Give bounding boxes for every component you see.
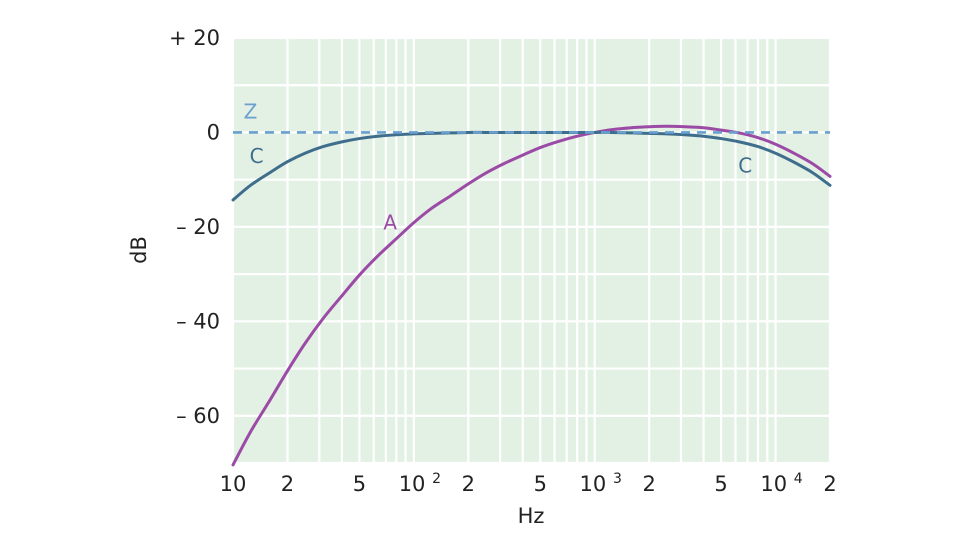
y-tick-label: – 20 [176, 215, 220, 239]
curve-label-z: Z [244, 99, 258, 123]
y-tick-labels: + 20 0 – 20 – 40 – 60 [169, 26, 220, 428]
x-tick-label: 10 2 [399, 471, 441, 496]
x-tick-label: 2 [281, 472, 294, 496]
series-group [231, 124, 832, 467]
curve-label-a: A [383, 210, 397, 234]
y-tick-label: + 20 [169, 26, 220, 50]
y-tick-label: 0 [207, 120, 220, 144]
series-line-c [231, 130, 832, 202]
x-tick-label: 5 [353, 472, 366, 496]
x-tick-label: 2 [823, 472, 836, 496]
x-tick-label: 5 [534, 472, 547, 496]
x-tick-exponent: 3 [613, 471, 622, 487]
curve-label-c: C [738, 154, 752, 178]
x-tick-label: 10 [220, 472, 247, 496]
x-tick-label: 2 [462, 472, 475, 496]
x-axis-title: Hz [518, 504, 545, 528]
plot-background [233, 38, 830, 463]
x-tick-label: 10 3 [580, 471, 622, 496]
x-tick-label: 10 4 [760, 471, 802, 496]
curve-labels: ZC CA [244, 99, 753, 234]
x-tick-label: 2 [642, 472, 655, 496]
y-axis-title: dB [127, 236, 151, 264]
x-tick-exponent: 2 [432, 471, 441, 487]
x-tick-label: 5 [714, 472, 727, 496]
x-tick-exponent: 4 [794, 471, 803, 487]
y-tick-label: – 40 [176, 309, 220, 333]
curve-label-c: C [250, 144, 264, 168]
y-tick-label: – 60 [176, 404, 220, 428]
